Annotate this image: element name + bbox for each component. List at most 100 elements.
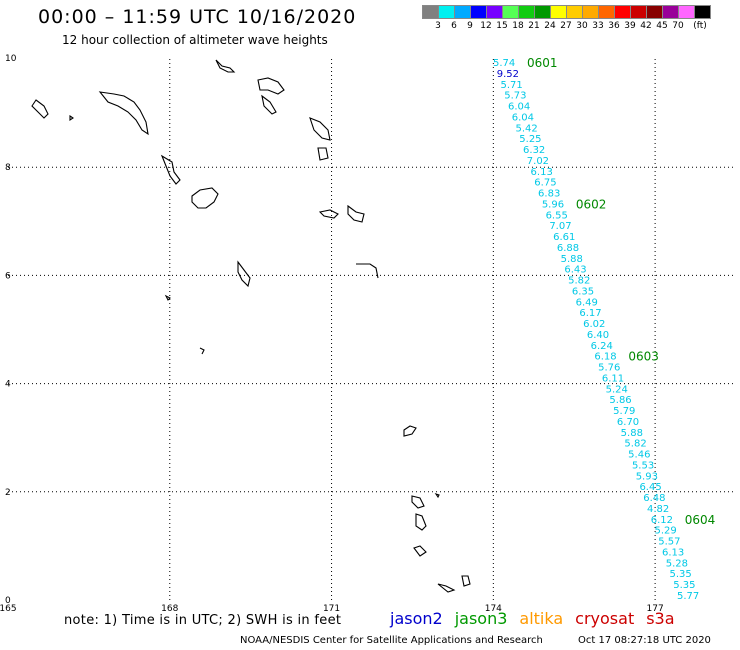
satellite-altika: altika: [519, 609, 564, 628]
wave-height-value: 5.88: [621, 428, 643, 439]
wave-height-value: 6.13: [531, 167, 553, 178]
wave-height-value: 5.82: [624, 439, 646, 450]
wave-height-value: 5.53: [632, 460, 654, 471]
lon-tick-label: 168: [161, 604, 178, 614]
wave-height-value: 6.75: [534, 178, 556, 189]
wave-height-value: 5.71: [501, 80, 523, 91]
wave-height-value: 5.88: [561, 254, 583, 265]
island-outline: [261, 94, 277, 115]
generation-timestamp: Oct 17 08:27:18 UTC 2020: [578, 635, 711, 646]
wave-height-value: 5.82: [568, 276, 590, 287]
wave-height-value: 4.82: [647, 504, 669, 515]
wave-height-value: 6.18: [594, 352, 616, 363]
island-outline: [461, 575, 471, 587]
wave-height-value: 5.74: [493, 58, 515, 69]
legend-label: 33: [592, 21, 604, 31]
island-outline: [191, 187, 219, 209]
lat-tick-label: 8: [5, 163, 11, 173]
wave-height-value: 5.77: [677, 591, 699, 602]
lon-tick-label: 174: [485, 604, 502, 614]
altimeter-track: 5.749.525.715.736.046.045.425.256.327.02…: [493, 56, 715, 602]
satellite-s3a: s3a: [646, 609, 675, 628]
island-outline: [403, 425, 417, 437]
wave-height-value: 6.43: [564, 265, 586, 276]
coastlines: [31, 59, 471, 593]
wave-height-value: 5.29: [654, 526, 676, 537]
wave-height-value: 6.02: [583, 319, 605, 330]
wave-height-value: 5.24: [606, 384, 628, 395]
legend-labels: 3 6 9 12 15 18 21 24 27 30 33 36 39 42 45 70 (ft): [422, 19, 710, 33]
island-outline: [98, 91, 149, 136]
wave-height-value: 6.40: [587, 330, 609, 341]
wave-height-value: 5.35: [673, 580, 695, 591]
legend-label: 3: [435, 21, 441, 31]
time-label: 0602: [576, 197, 607, 211]
wave-height-value: 6.32: [523, 145, 545, 156]
wave-height-value: 5.86: [609, 395, 631, 406]
lat-tick-label: 10: [5, 54, 17, 64]
wave-height-value: 5.79: [613, 406, 635, 417]
island-outline: [317, 147, 329, 161]
island-outline: [160, 154, 181, 185]
island-outline: [413, 545, 427, 557]
map-title: 00:00 – 11:59 UTC 10/16/2020: [38, 6, 357, 28]
wave-height-value: 5.42: [516, 123, 538, 134]
island-outline: [237, 260, 251, 288]
legend-label: 12: [480, 21, 492, 31]
legend-color-scale: [422, 5, 711, 19]
legend-label: 70: [672, 21, 684, 31]
graticule: [8, 59, 736, 600]
wave-height-value: 5.76: [598, 363, 620, 374]
legend-label: 36: [608, 21, 620, 31]
legend-label: 45: [656, 21, 668, 31]
island-outline: [215, 59, 236, 73]
lat-tick-label: 0: [5, 596, 11, 606]
satellite-legend: jason2 jason3 altika cryosat s3a: [390, 609, 687, 628]
island-outline: [347, 204, 365, 223]
wave-height-value: 5.73: [504, 91, 526, 102]
wave-height-value: 6.88: [557, 243, 579, 254]
wave-height-value: 5.35: [669, 569, 691, 580]
legend-label: 18: [512, 21, 524, 31]
island-outline: [356, 263, 379, 279]
time-label: 0604: [685, 513, 716, 527]
legend-label: (ft): [693, 21, 707, 31]
legend-label: 27: [560, 21, 572, 31]
island-outline: [411, 495, 425, 509]
island-outline: [437, 583, 456, 593]
island-outline: [199, 347, 205, 355]
wave-height-value: 5.25: [519, 134, 541, 145]
satellite-jason3: jason3: [454, 609, 508, 628]
wave-height-value: 5.46: [628, 450, 650, 461]
wave-height-value: 6.35: [572, 286, 594, 297]
island-outline: [415, 513, 427, 531]
wave-height-value: 6.12: [651, 515, 673, 526]
footer-note: note: 1) Time is in UTC; 2) SWH is in fe…: [64, 613, 342, 628]
wave-height-legend: 3 6 9 12 15 18 21 24 27 30 33 36 39 42 45 70 (ft): [422, 5, 711, 33]
time-label: 0603: [628, 350, 659, 364]
island-outline: [309, 117, 331, 141]
legend-label: 15: [496, 21, 508, 31]
wave-height-value: 5.96: [542, 199, 564, 210]
lat-tick-label: 6: [5, 271, 11, 281]
wave-height-value: 7.02: [527, 156, 549, 167]
lat-tick-label: 2: [5, 488, 11, 498]
island-outline: [257, 77, 285, 95]
wave-height-value: 6.61: [553, 232, 575, 243]
legend-label: 30: [576, 21, 588, 31]
legend-swatch: [694, 5, 711, 19]
lon-tick-label: 177: [647, 604, 664, 614]
wave-height-value: 5.28: [666, 558, 688, 569]
legend-label: 39: [624, 21, 636, 31]
wave-height-value: 6.49: [576, 297, 598, 308]
wave-height-value: 5.57: [658, 537, 680, 548]
wave-height-value: 6.13: [662, 547, 684, 558]
credit-text: NOAA/NESDIS Center for Satellite Applica…: [240, 635, 543, 646]
wave-height-value: 6.04: [508, 102, 530, 113]
lon-tick-label: 165: [0, 604, 17, 614]
legend-label: 9: [467, 21, 473, 31]
lat-tick-label: 4: [5, 380, 11, 390]
wave-height-value: 6.48: [643, 493, 665, 504]
wave-height-value: 5.93: [636, 471, 658, 482]
